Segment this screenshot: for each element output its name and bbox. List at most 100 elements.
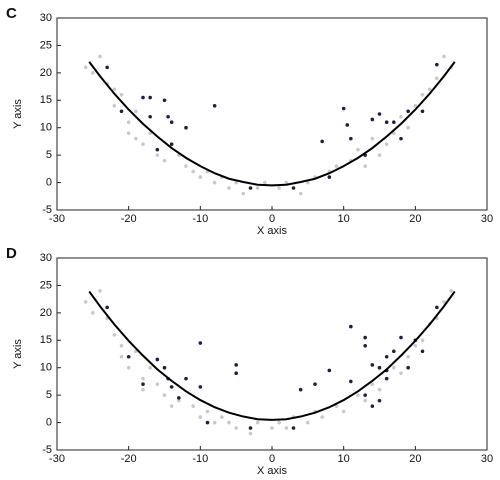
y-tick-label: 0 <box>46 416 52 428</box>
point <box>220 415 224 419</box>
point <box>141 382 145 386</box>
y-tick-label: 5 <box>46 149 52 161</box>
x-tick-label: -10 <box>192 453 208 465</box>
point <box>356 147 360 152</box>
point <box>420 93 425 97</box>
point <box>141 387 145 392</box>
point <box>255 420 260 425</box>
point <box>420 349 425 354</box>
point <box>306 180 310 185</box>
point <box>155 147 160 152</box>
point <box>134 109 138 114</box>
point <box>399 371 403 376</box>
point <box>392 365 396 370</box>
point <box>141 95 145 100</box>
x-tick-label: -20 <box>121 213 137 225</box>
point <box>406 125 410 130</box>
point <box>169 404 174 408</box>
point <box>370 382 375 386</box>
point <box>399 136 403 141</box>
point <box>341 106 346 111</box>
point <box>377 112 382 116</box>
x-tick-label: 20 <box>409 213 421 225</box>
point <box>234 371 238 376</box>
point <box>277 186 281 190</box>
y-tick-label: 20 <box>40 307 52 319</box>
point <box>241 191 246 196</box>
point <box>313 382 317 386</box>
point <box>191 169 195 174</box>
point <box>327 175 332 179</box>
point <box>169 385 174 389</box>
point <box>406 109 410 114</box>
point <box>334 404 339 408</box>
x-tick-label: 10 <box>338 453 350 465</box>
point <box>263 180 267 185</box>
point <box>248 426 253 430</box>
point <box>212 180 217 185</box>
point <box>384 120 389 125</box>
point <box>83 65 88 70</box>
point <box>205 409 210 414</box>
y-tick-label: 10 <box>40 362 52 374</box>
point <box>377 153 382 157</box>
x-axis-label: X axis <box>257 225 287 237</box>
point <box>126 131 131 135</box>
y-tick-label: -5 <box>42 204 52 216</box>
point <box>83 300 88 304</box>
point <box>191 404 195 408</box>
point <box>184 376 188 381</box>
y-tick-label: 25 <box>40 39 52 51</box>
point <box>212 103 217 108</box>
x-tick-label: 10 <box>338 213 350 225</box>
x-tick-label: 0 <box>269 453 275 465</box>
x-tick-label: 30 <box>481 213 493 225</box>
point <box>435 62 439 67</box>
point <box>345 123 350 127</box>
point <box>392 349 396 354</box>
point <box>370 136 375 141</box>
point <box>184 125 188 130</box>
point <box>420 109 425 114</box>
point <box>363 393 367 397</box>
plot-frame <box>56 257 488 451</box>
point <box>98 54 102 59</box>
point <box>435 305 439 310</box>
point <box>205 420 210 425</box>
point <box>363 335 367 340</box>
point <box>177 398 181 403</box>
point <box>148 95 152 100</box>
point <box>442 300 446 304</box>
point <box>162 365 167 370</box>
point <box>349 324 353 329</box>
point <box>399 114 403 119</box>
point <box>126 120 131 125</box>
point <box>277 420 281 425</box>
point <box>270 426 274 430</box>
point <box>356 393 360 397</box>
point <box>126 365 131 370</box>
y-tick-label: 5 <box>46 389 52 401</box>
point <box>248 431 253 436</box>
y-tick-label: 20 <box>40 67 52 79</box>
point <box>155 153 160 157</box>
point <box>298 387 303 392</box>
point <box>291 426 296 430</box>
point <box>427 87 432 92</box>
point <box>377 398 382 403</box>
x-tick-label: -20 <box>121 453 137 465</box>
point <box>377 387 382 392</box>
point <box>198 415 203 419</box>
point <box>198 175 203 179</box>
point <box>105 305 109 310</box>
y-tick-label: -5 <box>42 444 52 456</box>
point <box>119 109 124 114</box>
point <box>148 114 152 119</box>
point <box>119 93 124 97</box>
point <box>141 376 145 381</box>
point <box>341 409 346 414</box>
point <box>112 87 117 92</box>
point <box>384 142 389 146</box>
fit-curve <box>88 61 456 187</box>
point <box>320 139 324 144</box>
